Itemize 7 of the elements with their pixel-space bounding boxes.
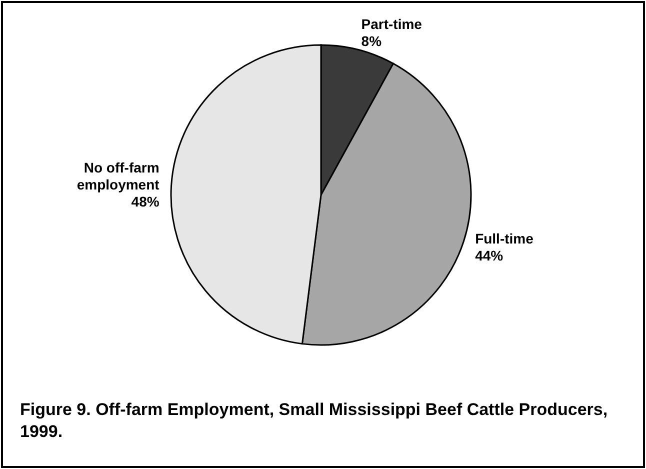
slice-label: Full-time bbox=[475, 230, 534, 246]
text: Figure 9. Off-farm Employment, Small Mississippi Beef Cattle Producers, 1999. bbox=[20, 400, 608, 441]
slice-label: Part-time bbox=[361, 16, 422, 32]
data-label: 44% bbox=[475, 247, 504, 264]
data-label: 8% bbox=[361, 32, 382, 49]
slice-label: No off-farm employment bbox=[76, 159, 160, 192]
data-label: 48% bbox=[131, 193, 160, 210]
